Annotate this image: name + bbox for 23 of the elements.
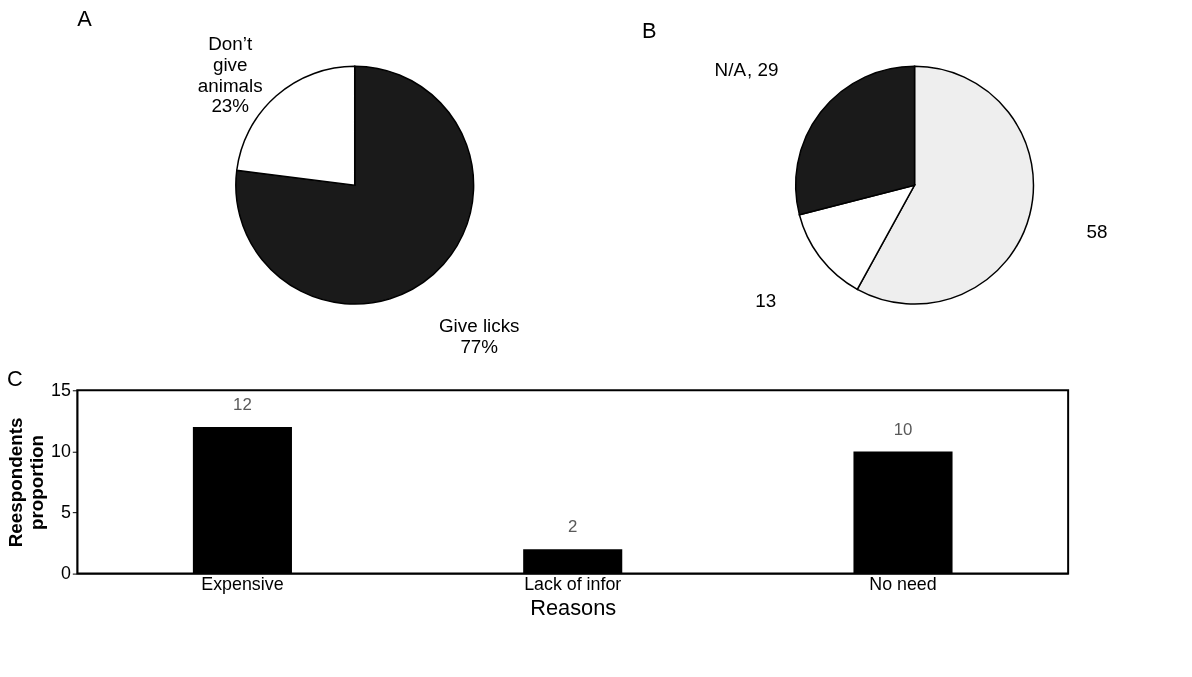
chart-title: A — [77, 6, 93, 32]
data-label: 2 — [568, 517, 578, 537]
data-label: 23% — [211, 95, 250, 117]
data-label: 13 — [755, 289, 777, 311]
x-tick-label: Expensive — [201, 573, 284, 594]
y-tick-label: 0 — [60, 563, 71, 584]
data-label: , 29 — [746, 58, 779, 80]
data-label: 12 — [233, 395, 252, 415]
data-label: 77% — [460, 336, 499, 358]
y-tick-label: 5 — [60, 501, 71, 522]
slice-label: Don’t give animals — [197, 32, 263, 96]
chart-title: B — [642, 17, 657, 43]
slice-label: N/A — [714, 58, 747, 80]
x-tick-label: No need — [869, 573, 937, 594]
x-axis-title: Reasons — [530, 594, 617, 620]
data-label: 10 — [893, 419, 913, 439]
x-tick-label: Lack of infor — [524, 573, 622, 594]
data-label: 58 — [1086, 220, 1108, 242]
y-tick-label: 15 — [51, 379, 71, 400]
slice-label: Give licks — [438, 315, 520, 337]
y-tick-label: 10 — [51, 440, 71, 461]
y-axis-title: Reespondents proportion — [5, 417, 48, 548]
chart-title: C — [6, 366, 23, 392]
